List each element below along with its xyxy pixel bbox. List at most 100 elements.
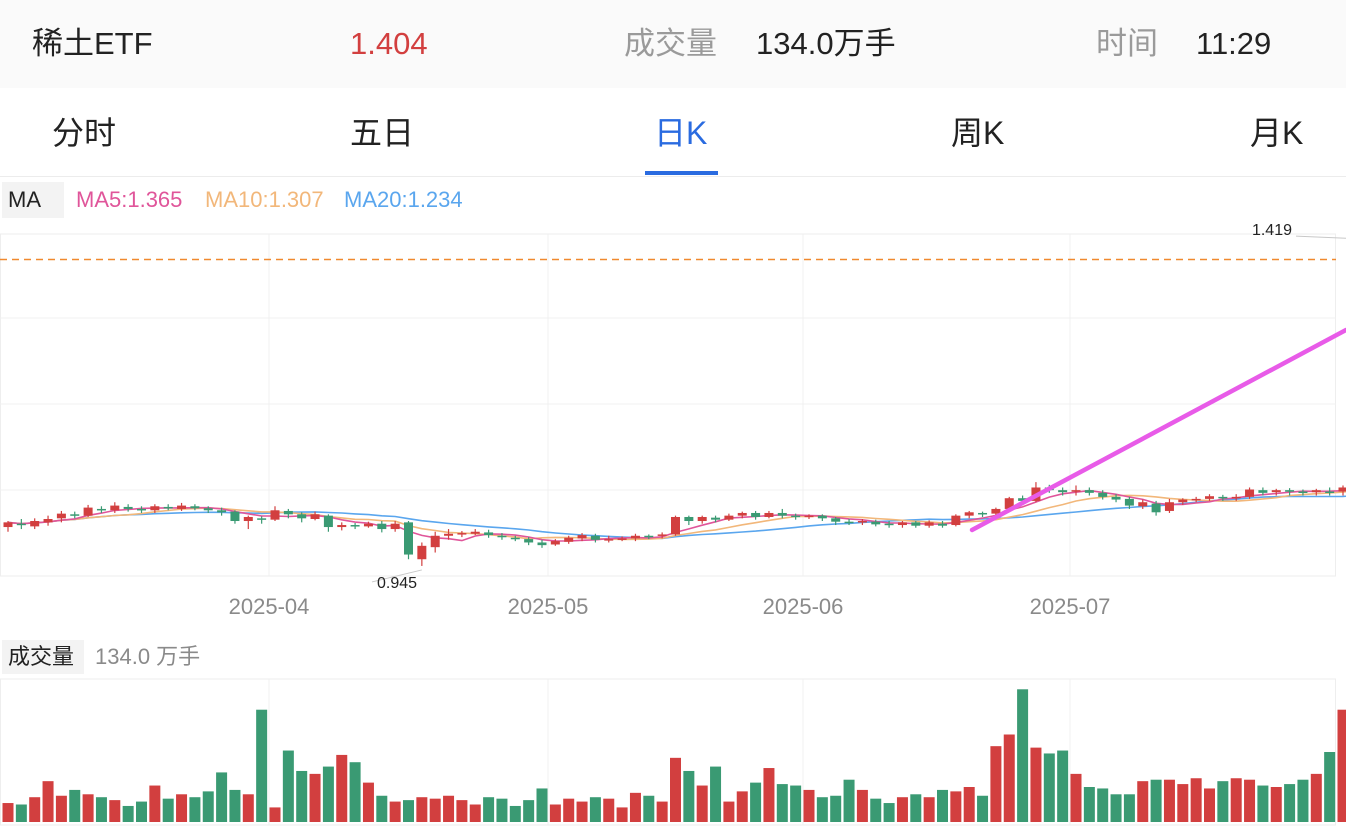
tab-five-day[interactable]: 五日 (350, 115, 415, 151)
candle-body (1111, 496, 1121, 500)
candle-body (751, 512, 761, 517)
volume-bar (1057, 750, 1069, 822)
candle (1178, 498, 1188, 505)
candle-body (310, 514, 320, 519)
candle (1205, 494, 1214, 501)
volume-bar (710, 766, 722, 822)
volume-bar (1097, 788, 1109, 822)
candle-body (350, 525, 360, 527)
candle-body (1098, 492, 1108, 497)
volume-bar (69, 789, 81, 822)
candle (550, 539, 560, 546)
volume-bar (362, 782, 374, 822)
tab-monthly-k[interactable]: 月K (1250, 115, 1304, 151)
low-label: 0.945 (377, 575, 417, 592)
candle-body (577, 535, 587, 539)
tab-weekly-k[interactable]: 周K (951, 115, 1005, 151)
candle (123, 504, 133, 512)
candle-body (16, 523, 26, 526)
moving-average-lines (7, 489, 1346, 542)
volume-bar (322, 766, 334, 822)
candle-body (137, 508, 146, 511)
candle-body (1311, 490, 1321, 493)
candle-body (791, 515, 801, 518)
indicator-selector[interactable]: MA (2, 182, 64, 218)
kline-chart[interactable]: 1.419 0.945 2025-04 2025-05 2025-06 2025-07 (0, 222, 1346, 632)
volume-bar (269, 807, 281, 822)
candle-body (417, 545, 427, 560)
candle-body (1071, 490, 1081, 492)
volume-bar (523, 800, 535, 822)
active-tab-indicator (645, 171, 718, 175)
candle (1338, 485, 1346, 496)
candle-body (564, 537, 574, 542)
volume-bar (696, 785, 708, 822)
volume-bar (750, 782, 762, 822)
candle (1071, 485, 1081, 496)
volume-indicator-selector[interactable]: 成交量 (2, 640, 84, 674)
candle (1325, 487, 1335, 496)
candle-body (764, 512, 774, 517)
candle (751, 510, 761, 520)
volume-bar (496, 798, 508, 822)
candle (884, 521, 894, 528)
volume-bar (603, 798, 615, 822)
volume-grid (0, 678, 1336, 826)
candle (951, 514, 961, 527)
volume-bar (189, 797, 201, 822)
ma10-line (7, 490, 1346, 541)
candle (817, 514, 827, 522)
period-tabs: 分时 五日 日K 周K 月K (0, 88, 1346, 177)
high-label: 1.419 (1252, 222, 1292, 239)
ma10-value: MA10:1.307 (205, 187, 324, 212)
candle (1098, 490, 1108, 500)
candle (804, 514, 814, 519)
candle (404, 521, 413, 560)
volume-bar (1230, 778, 1242, 822)
trend-line[interactable] (969, 327, 1346, 533)
candle (524, 537, 534, 546)
candle (590, 533, 600, 543)
candle-body (190, 506, 200, 509)
candle (510, 535, 520, 542)
x-tick-label: 2025-04 (229, 594, 310, 619)
candle-body (657, 534, 667, 536)
volume-bar (736, 791, 748, 822)
candle (1058, 487, 1068, 496)
volume-bar (856, 789, 868, 822)
volume-bar (616, 807, 628, 822)
volume-bar (162, 798, 174, 822)
tab-daily-k[interactable]: 日K (654, 115, 708, 151)
volume-chart[interactable] (0, 676, 1346, 832)
low-leader (371, 569, 422, 583)
volume-bar (576, 801, 588, 822)
candle (43, 515, 53, 526)
candle-body (1084, 490, 1094, 493)
candle-body (457, 533, 467, 535)
candle-body (1325, 491, 1335, 494)
candle (16, 519, 26, 530)
candle-body (1151, 503, 1161, 513)
tab-intraday[interactable]: 分时 (52, 115, 117, 151)
candle (1151, 500, 1161, 516)
candle-body (30, 521, 40, 527)
volume-bar (990, 746, 1002, 822)
volume-bar (763, 768, 775, 822)
volume-bar (15, 804, 27, 822)
candle-body (484, 532, 494, 536)
volume-bar (483, 797, 495, 822)
volume-bar (1190, 778, 1202, 822)
candle-body (297, 514, 307, 519)
volume-bar (937, 789, 948, 822)
volume-frame (0, 678, 1336, 826)
candle (56, 510, 66, 523)
volume-bar (82, 794, 94, 822)
quote-header: 稀土ETF 1.404 成交量 134.0万手 时间 11:29 (0, 0, 1346, 88)
volume-bar (816, 797, 828, 822)
candle-body (203, 508, 213, 511)
candle-body (1018, 498, 1028, 501)
candle (657, 532, 667, 539)
candle-body (777, 512, 787, 516)
volume-bar (1110, 794, 1122, 822)
candle (831, 516, 841, 526)
